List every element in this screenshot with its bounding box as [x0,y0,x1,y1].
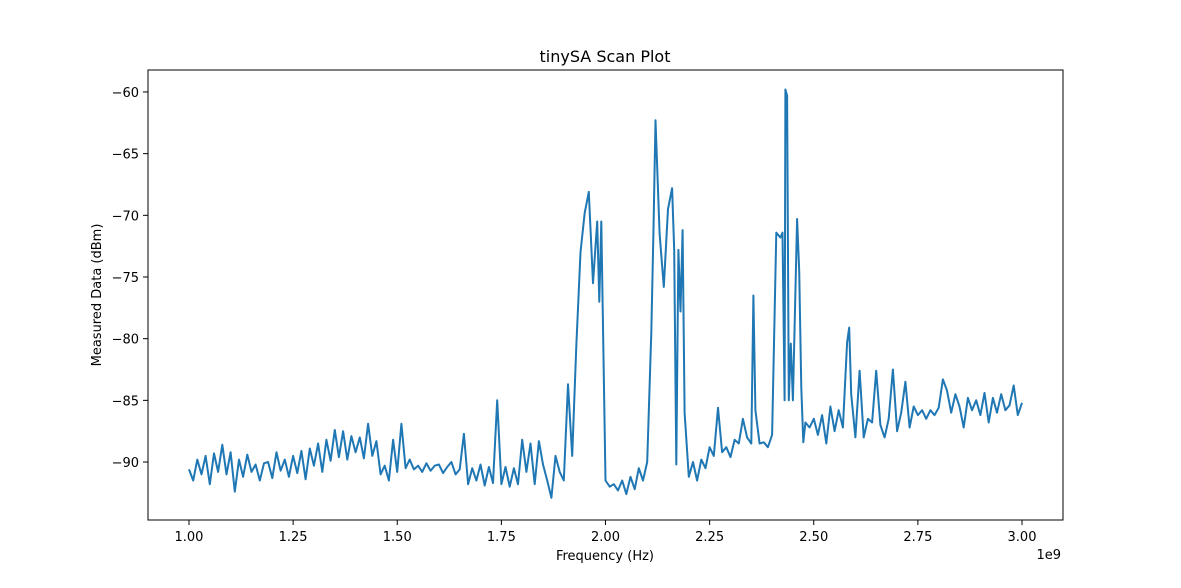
x-offset-label: 1e9 [1036,548,1061,563]
x-tick-label: 2.00 [591,530,620,545]
x-tick-label: 1.00 [175,530,204,545]
y-tick-label: −75 [112,271,139,286]
x-tick-label: 2.25 [695,530,724,545]
x-tick-label: 1.75 [487,530,516,545]
chart-title: tinySA Scan Plot [540,47,671,66]
y-tick-label: −65 [112,148,139,163]
y-axis: −60 −65 −70 −75 −80 −85 −90 [112,86,148,471]
y-tick-label: −60 [112,86,139,101]
plot-lines [188,88,1023,499]
x-axis: 1.00 1.25 1.50 1.75 2.00 2.25 2.50 2.75 3.00 [175,520,1037,545]
x-axis-label: Frequency (Hz) [556,549,654,564]
y-tick-label: −90 [112,456,139,471]
x-tick-label: 2.50 [799,530,828,545]
x-tick-label: 3.00 [1008,530,1037,545]
series-line-0 [188,88,1023,499]
x-tick-label: 1.50 [383,530,412,545]
y-tick-label: −70 [112,209,139,224]
x-tick-label: 1.25 [279,530,308,545]
y-tick-label: −80 [112,333,139,348]
y-tick-label: −85 [112,394,139,409]
x-tick-label: 2.75 [903,530,932,545]
y-axis-label: Measured Data (dBm) [90,224,105,367]
